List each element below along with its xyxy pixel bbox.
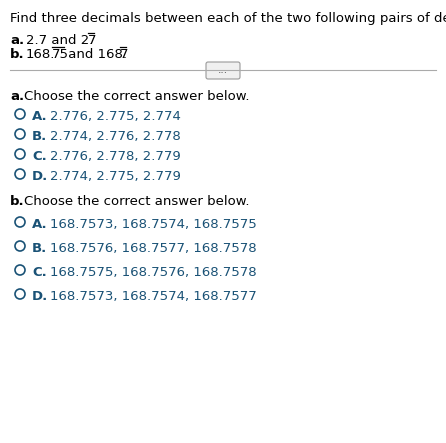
Text: 168.7573, 168.7574, 168.7577: 168.7573, 168.7574, 168.7577 (50, 290, 257, 303)
Text: a.: a. (10, 90, 24, 103)
Text: C.: C. (32, 266, 47, 279)
Text: C.: C. (32, 150, 47, 163)
Text: 168.7573, 168.7574, 168.7575: 168.7573, 168.7574, 168.7575 (50, 218, 257, 231)
Text: b.: b. (10, 48, 25, 61)
Text: 168.: 168. (26, 48, 55, 61)
Text: D.: D. (32, 290, 48, 303)
FancyBboxPatch shape (206, 62, 240, 79)
Text: Choose the correct answer below.: Choose the correct answer below. (24, 195, 249, 208)
Text: D.: D. (32, 170, 48, 183)
Text: a.: a. (10, 34, 24, 47)
Text: 7: 7 (120, 48, 128, 61)
Text: 2.776, 2.775, 2.774: 2.776, 2.775, 2.774 (50, 110, 181, 123)
Text: A.: A. (32, 218, 48, 231)
Text: Find three decimals between each of the two following pairs of decimals.: Find three decimals between each of the … (10, 12, 446, 25)
Text: 7: 7 (88, 34, 96, 47)
Text: 2.776, 2.778, 2.779: 2.776, 2.778, 2.779 (50, 150, 181, 163)
Text: A.: A. (32, 110, 48, 123)
Text: 2.774, 2.775, 2.779: 2.774, 2.775, 2.779 (50, 170, 181, 183)
Text: 168.7576, 168.7577, 168.7578: 168.7576, 168.7577, 168.7578 (50, 242, 256, 255)
Text: 168.7575, 168.7576, 168.7578: 168.7575, 168.7576, 168.7578 (50, 266, 256, 279)
Text: and 168.: and 168. (64, 48, 127, 61)
Text: 75: 75 (52, 48, 69, 61)
Text: Choose the correct answer below.: Choose the correct answer below. (24, 90, 249, 103)
Text: ...: ... (218, 65, 228, 75)
Text: B.: B. (32, 242, 47, 255)
Text: B.: B. (32, 130, 47, 143)
Text: 2.7 and 2.: 2.7 and 2. (26, 34, 93, 47)
Text: 2.774, 2.776, 2.778: 2.774, 2.776, 2.778 (50, 130, 181, 143)
Text: b.: b. (10, 195, 25, 208)
